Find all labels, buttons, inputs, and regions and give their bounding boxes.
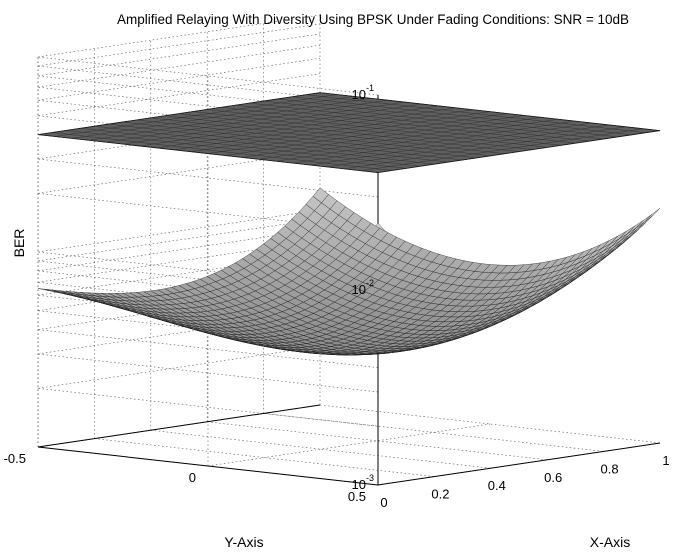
plane-mesh-line [37,92,321,135]
x-tick-label: 0 [380,495,387,510]
plane-mesh-line [190,109,474,152]
plane-mesh-line [71,96,355,139]
grid-line-z-wall-y [37,33,321,77]
x-tick-label: 0.2 [431,487,449,502]
plane-mesh-line [122,101,406,145]
plane-mesh-line [277,98,618,138]
z-tick-label: 10 -2 [352,278,374,297]
z-tick-exponent: -1 [366,83,374,93]
grid-line-x-floor [263,413,604,452]
plane-mesh-line [105,100,389,143]
grid-line-x-floor [150,429,491,469]
surfaces [37,92,661,356]
plane-mesh-line [156,105,440,149]
x-tick-label: 0.8 [601,461,619,476]
plane-mesh-line [207,109,548,148]
y-axis-label: Y-Axis [224,534,263,550]
y-tick-label: 0.5 [348,489,366,504]
plane-mesh-line [207,111,491,154]
y-tick-label: 0 [189,470,196,485]
grid-line-z-wall-x0 [37,329,379,368]
z-tick-base: 10 [352,87,366,102]
grid-line-z-wall-x0 [37,353,379,393]
z-tick-base: 10 [352,282,366,297]
x-tick-label: 0.6 [544,470,562,485]
y-tick-label: -0.5 [4,451,26,466]
grid-line-z-wall-y [37,23,321,67]
grid-line-z-wall-x0 [37,388,379,427]
z-axis-label: BER [11,229,27,258]
bowl-mesh-cell [637,215,654,230]
chart-title: Amplified Relaying With Diversity Using … [117,12,629,27]
plane-mesh-line [88,98,372,141]
z-tick-exponent: -3 [366,473,374,483]
bowl-mesh-cell [635,214,652,229]
tick-labels: 00.20.40.60.81-0.500.510-310-210-1 [4,83,670,510]
x-axis-line [37,404,321,448]
plane-mesh-line [139,103,423,147]
bowl-mesh-cell [644,208,661,223]
z-tick-label: 10 -1 [352,83,374,102]
plane-mesh-line [319,92,661,131]
plane-mesh-line [54,94,338,137]
z-tick-label: 10 -3 [352,473,374,492]
grid-line-y-floor [207,423,491,467]
grid-line-x-floor [319,404,661,444]
x-tick-label: 1 [662,453,669,468]
plane-mesh-line [305,94,646,133]
plane-mesh-line [173,107,457,150]
plane-mesh-line [235,104,576,144]
plane-mesh-line [263,100,604,140]
plane-mesh-line [291,96,632,135]
plane-mesh-line [249,102,590,142]
floor-edge-line [377,442,661,486]
x-axis-label: X-Axis [590,534,630,550]
grid-line-z-wall-x0 [37,56,379,96]
grid-line-x-floor [207,421,548,461]
plane-mesh-line [193,111,534,150]
plane-mesh-line [221,107,562,146]
x-tick-label: 0.4 [488,478,506,493]
grid-line-z-wall-y [37,346,321,389]
z-tick-base: 10 [352,477,366,492]
grid-line-z-wall-y [37,57,321,101]
y-axis-line [37,446,379,486]
grid-line-z-wall-y [37,44,321,88]
bowl-mesh-cell [312,187,329,204]
z-tick-exponent: -2 [366,278,374,288]
